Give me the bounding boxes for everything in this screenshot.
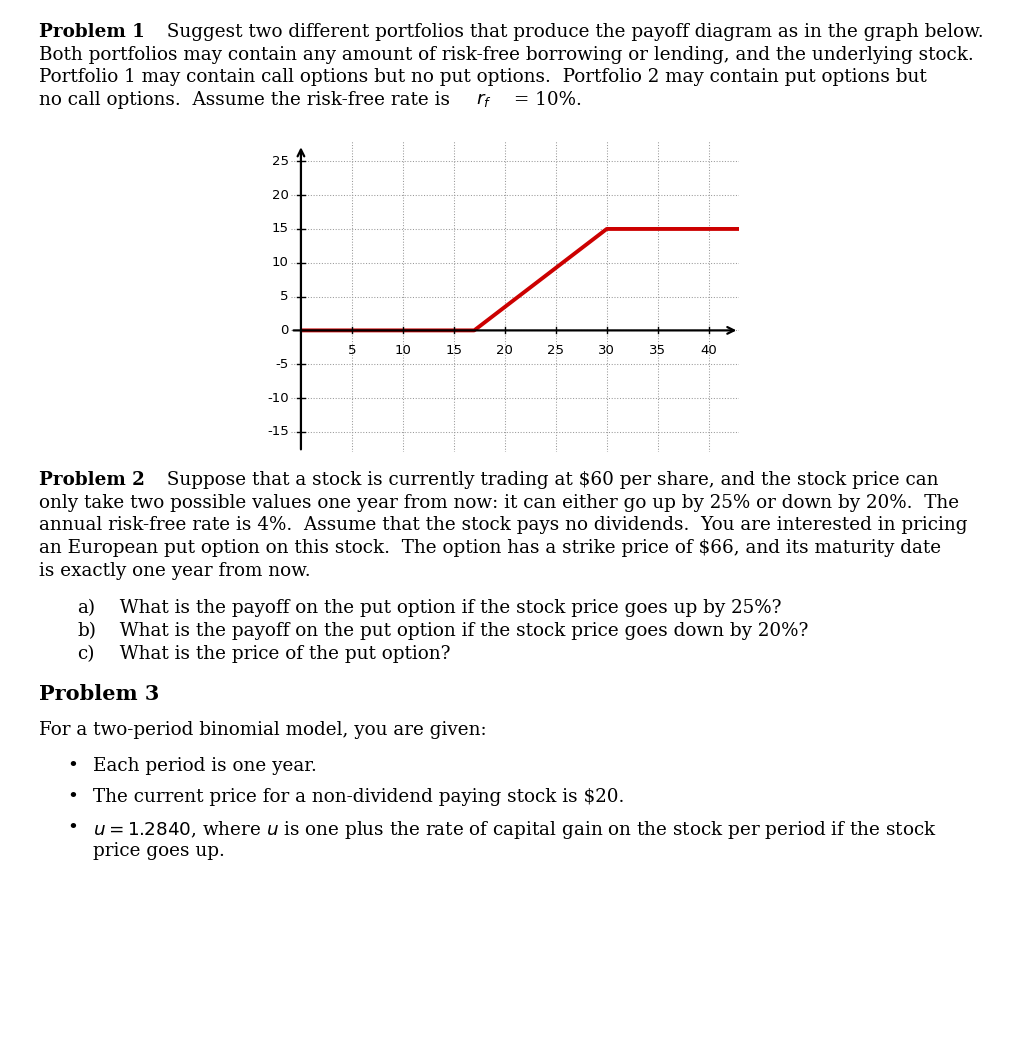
Text: c): c) (77, 645, 95, 663)
Text: For a two-period binomial model, you are given:: For a two-period binomial model, you are… (39, 721, 487, 738)
Text: 10: 10 (272, 256, 289, 270)
Text: 15: 15 (272, 223, 289, 235)
Text: Suppose that a stock is currently trading at $60 per share, and the stock price : Suppose that a stock is currently tradin… (161, 471, 938, 488)
Text: price goes up.: price goes up. (93, 842, 225, 860)
Text: b): b) (77, 622, 96, 640)
Text: •: • (67, 819, 78, 837)
Text: only take two possible values one year from now: it can either go up by 25% or d: only take two possible values one year f… (39, 494, 959, 511)
Text: •: • (67, 757, 78, 775)
Text: an European put option on this stock.  The option has a strike price of $66, and: an European put option on this stock. Th… (39, 539, 941, 557)
Text: 10: 10 (395, 344, 411, 357)
Text: a): a) (77, 599, 96, 617)
Text: Suggest two different portfolios that produce the payoff diagram as in the graph: Suggest two different portfolios that pr… (161, 23, 984, 40)
Text: -5: -5 (275, 358, 289, 370)
Text: 30: 30 (598, 344, 616, 357)
Text: 20: 20 (496, 344, 513, 357)
Text: 15: 15 (445, 344, 462, 357)
Text: $u = 1.2840$, where $u$ is one plus the rate of capital gain on the stock per pe: $u = 1.2840$, where $u$ is one plus the … (93, 819, 936, 841)
Text: Problem 1: Problem 1 (39, 23, 145, 40)
Text: Portfolio 1 may contain call options but no put options.  Portfolio 2 may contai: Portfolio 1 may contain call options but… (39, 68, 927, 86)
Text: 25: 25 (547, 344, 564, 357)
Text: •: • (67, 788, 78, 806)
Text: 0: 0 (280, 324, 289, 337)
Text: Problem 2: Problem 2 (39, 471, 145, 488)
Text: 20: 20 (272, 189, 289, 201)
Text: = 10%.: = 10%. (508, 91, 583, 109)
Text: 5: 5 (347, 344, 356, 357)
Text: Each period is one year.: Each period is one year. (93, 757, 317, 775)
Text: $r_f$: $r_f$ (476, 91, 492, 109)
Text: What is the payoff on the put option if the stock price goes down by 20%?: What is the payoff on the put option if … (108, 622, 808, 640)
Text: annual risk-free rate is 4%.  Assume that the stock pays no dividends.  You are : annual risk-free rate is 4%. Assume that… (39, 516, 968, 534)
Text: no call options.  Assume the risk-free rate is: no call options. Assume the risk-free ra… (39, 91, 456, 109)
Text: What is the payoff on the put option if the stock price goes up by 25%?: What is the payoff on the put option if … (108, 599, 781, 617)
Text: -10: -10 (267, 392, 289, 404)
Text: 5: 5 (280, 290, 289, 303)
Text: The current price for a non-dividend paying stock is $20.: The current price for a non-dividend pay… (93, 788, 624, 806)
Text: is exactly one year from now.: is exactly one year from now. (39, 562, 310, 580)
Text: 35: 35 (650, 344, 666, 357)
Text: -15: -15 (267, 425, 289, 439)
Text: Both portfolios may contain any amount of risk-free borrowing or lending, and th: Both portfolios may contain any amount o… (39, 46, 974, 63)
Text: 40: 40 (700, 344, 717, 357)
Text: What is the price of the put option?: What is the price of the put option? (108, 645, 451, 663)
Text: Problem 3: Problem 3 (39, 684, 160, 704)
Text: 25: 25 (272, 155, 289, 168)
